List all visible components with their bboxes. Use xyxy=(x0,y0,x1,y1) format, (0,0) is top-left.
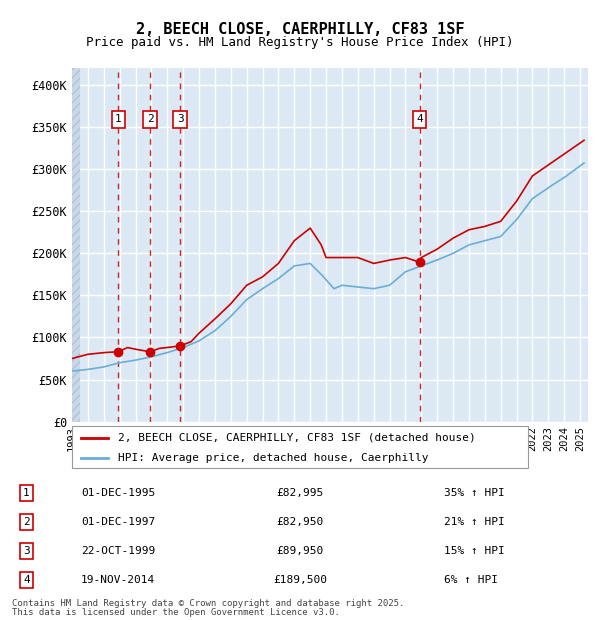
Text: 2: 2 xyxy=(23,517,30,527)
Text: 1: 1 xyxy=(115,115,122,125)
Text: 22-OCT-1999: 22-OCT-1999 xyxy=(81,546,155,556)
Text: 21% ↑ HPI: 21% ↑ HPI xyxy=(444,517,505,527)
Text: 01-DEC-1995: 01-DEC-1995 xyxy=(81,488,155,498)
Text: 4: 4 xyxy=(416,115,423,125)
Text: 3: 3 xyxy=(23,546,30,556)
Text: 6% ↑ HPI: 6% ↑ HPI xyxy=(444,575,498,585)
Text: 2, BEECH CLOSE, CAERPHILLY, CF83 1SF: 2, BEECH CLOSE, CAERPHILLY, CF83 1SF xyxy=(136,22,464,37)
Text: Price paid vs. HM Land Registry's House Price Index (HPI): Price paid vs. HM Land Registry's House … xyxy=(86,36,514,49)
FancyBboxPatch shape xyxy=(72,426,528,468)
Text: 15% ↑ HPI: 15% ↑ HPI xyxy=(444,546,505,556)
Text: This data is licensed under the Open Government Licence v3.0.: This data is licensed under the Open Gov… xyxy=(12,608,340,617)
Text: 4: 4 xyxy=(23,575,30,585)
Text: 35% ↑ HPI: 35% ↑ HPI xyxy=(444,488,505,498)
Text: £89,950: £89,950 xyxy=(277,546,323,556)
Text: HPI: Average price, detached house, Caerphilly: HPI: Average price, detached house, Caer… xyxy=(118,453,428,463)
Text: 01-DEC-1997: 01-DEC-1997 xyxy=(81,517,155,527)
Text: 3: 3 xyxy=(177,115,184,125)
Bar xyxy=(72,68,80,422)
Text: £82,950: £82,950 xyxy=(277,517,323,527)
Text: £189,500: £189,500 xyxy=(273,575,327,585)
Text: 2, BEECH CLOSE, CAERPHILLY, CF83 1SF (detached house): 2, BEECH CLOSE, CAERPHILLY, CF83 1SF (de… xyxy=(118,433,475,443)
Text: 1: 1 xyxy=(23,488,30,498)
Text: £82,995: £82,995 xyxy=(277,488,323,498)
Text: 19-NOV-2014: 19-NOV-2014 xyxy=(81,575,155,585)
Text: 2: 2 xyxy=(147,115,154,125)
Text: Contains HM Land Registry data © Crown copyright and database right 2025.: Contains HM Land Registry data © Crown c… xyxy=(12,600,404,608)
